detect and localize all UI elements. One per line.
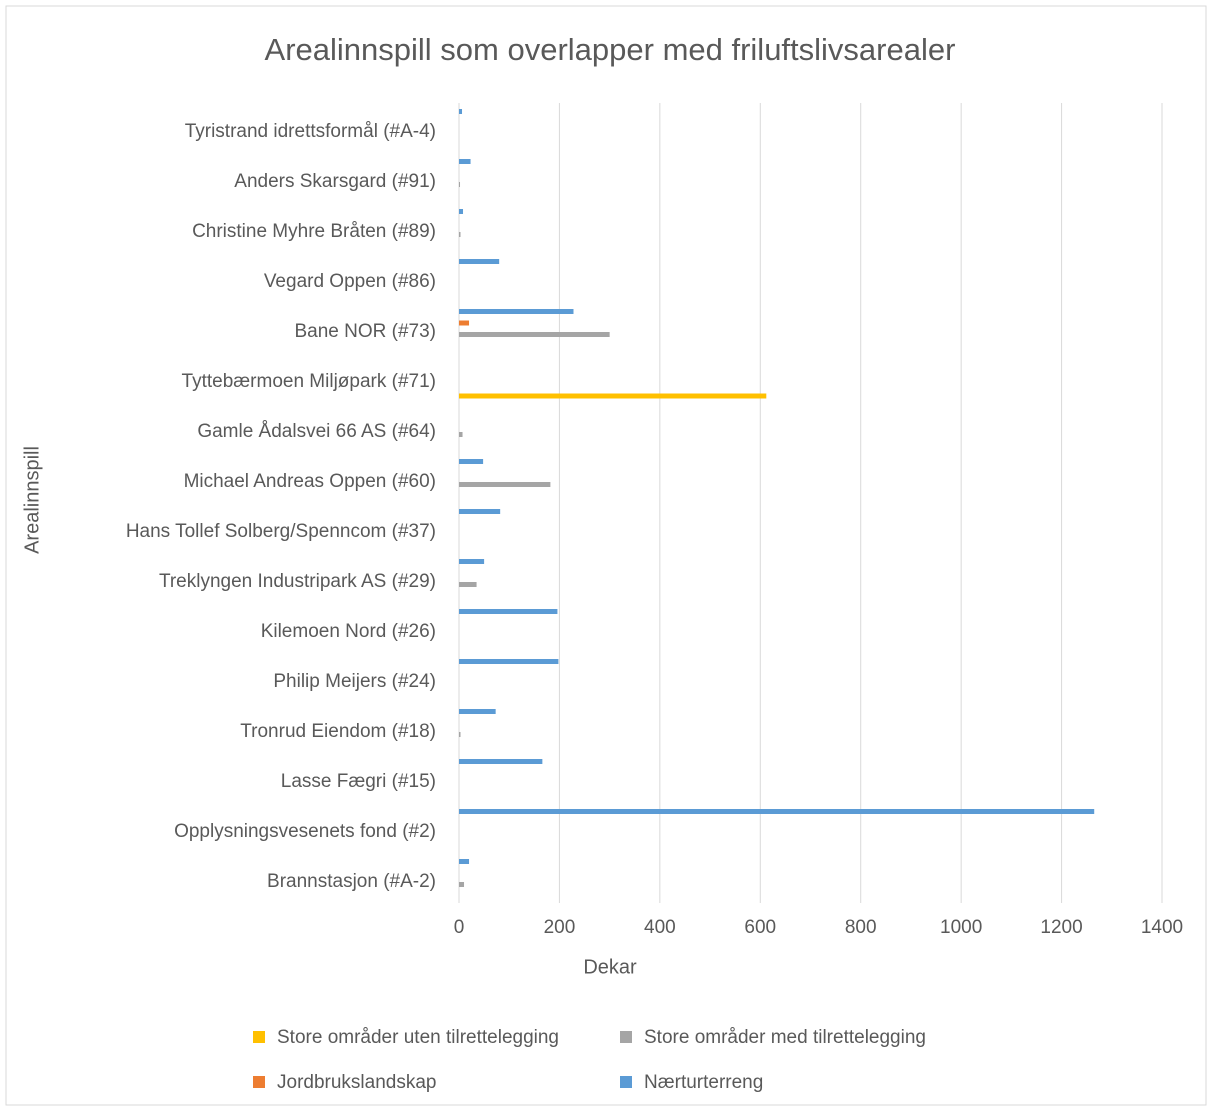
bar — [459, 209, 464, 214]
bar — [459, 332, 610, 337]
y-tick-label: Christine Myhre Bråten (#89) — [192, 221, 436, 242]
x-tick-label: 400 — [644, 917, 676, 938]
bar — [459, 309, 574, 314]
y-tick-label: Vegard Oppen (#86) — [264, 271, 436, 292]
bar — [459, 732, 461, 737]
legend-label: Store områder uten tilrettelegging — [277, 1027, 559, 1048]
y-tick-label: Philip Meijers (#24) — [273, 671, 436, 692]
bar — [459, 859, 470, 864]
y-tick-label: Treklyngen Industripark AS (#29) — [159, 571, 436, 592]
x-tick-label: 600 — [744, 917, 776, 938]
legend-swatch — [253, 1076, 265, 1088]
bar — [459, 182, 461, 187]
x-tick-label: 800 — [845, 917, 877, 938]
bar — [459, 809, 1095, 814]
x-tick-label: 0 — [454, 917, 465, 938]
y-tick-label: Michael Andreas Oppen (#60) — [184, 471, 436, 492]
bar — [459, 232, 461, 237]
legend-swatch — [253, 1031, 265, 1043]
x-tick-label: 1000 — [940, 917, 982, 938]
y-tick-label: Gamle Ådalsvei 66 AS (#64) — [197, 421, 436, 442]
legend-swatch — [620, 1031, 632, 1043]
y-tick-label: Tronrud Eiendom (#18) — [240, 721, 436, 742]
legend-label: Store områder med tilrettelegging — [644, 1027, 926, 1048]
y-tick-label: Kilemoen Nord (#26) — [261, 621, 436, 642]
bar — [459, 109, 463, 114]
y-tick-label: Tyristrand idrettsformål (#A-4) — [185, 121, 436, 142]
bar — [459, 259, 500, 264]
y-tick-label: Hans Tollef Solberg/Spenncom (#37) — [126, 521, 436, 542]
bar — [459, 509, 501, 514]
bar — [459, 482, 551, 487]
bar — [459, 320, 470, 326]
bar — [459, 159, 471, 164]
bar — [459, 659, 559, 664]
bar — [459, 582, 477, 587]
chart-title: Arealinnspill som overlapper med friluft… — [265, 32, 956, 67]
y-axis-title: Arealinnspill — [21, 446, 43, 554]
legend-label: Nærturterreng — [644, 1072, 763, 1093]
y-tick-label: Brannstasjon (#A-2) — [267, 871, 436, 892]
bar — [459, 432, 463, 437]
legend-swatch — [620, 1076, 632, 1088]
bar — [459, 559, 485, 564]
bar — [459, 709, 496, 714]
x-axis-title: Dekar — [583, 956, 637, 978]
x-tick-label: 1200 — [1040, 917, 1082, 938]
y-tick-label: Lasse Fægri (#15) — [281, 771, 436, 792]
bar — [459, 459, 484, 464]
y-tick-label: Tyttebærmoen Miljøpark (#71) — [182, 371, 436, 392]
bar — [459, 393, 767, 399]
y-tick-label: Opplysningsvesenets fond (#2) — [174, 821, 436, 842]
y-tick-label: Bane NOR (#73) — [294, 321, 436, 342]
bar — [459, 609, 558, 614]
x-tick-label: 1400 — [1141, 917, 1183, 938]
legend-label: Jordbrukslandskap — [277, 1072, 436, 1093]
x-tick-label: 200 — [544, 917, 576, 938]
bar — [459, 882, 465, 887]
y-tick-label: Anders Skarsgard (#91) — [234, 171, 436, 192]
bar — [459, 759, 543, 764]
chart-frame — [5, 5, 1207, 1106]
